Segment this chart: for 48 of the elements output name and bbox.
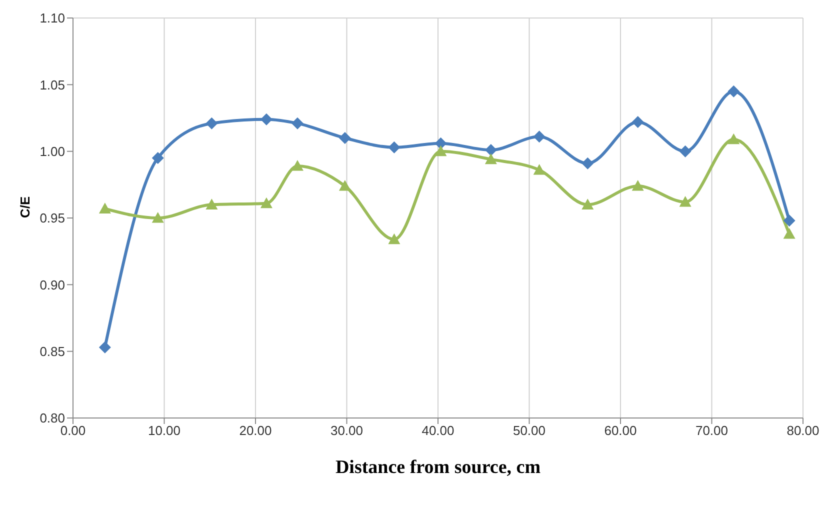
point bbox=[291, 160, 304, 171]
point bbox=[582, 157, 594, 170]
point bbox=[484, 153, 497, 164]
y-axis-title: C/E bbox=[18, 196, 33, 218]
point bbox=[338, 132, 351, 144]
point bbox=[98, 341, 111, 354]
point bbox=[728, 85, 740, 98]
x-tick-label: 10.00 bbox=[148, 423, 181, 438]
y-tick-label: 1.05 bbox=[40, 77, 65, 92]
point bbox=[152, 152, 164, 164]
point bbox=[632, 116, 644, 128]
point bbox=[206, 198, 218, 210]
point bbox=[98, 202, 111, 214]
point bbox=[338, 180, 351, 191]
y-tick-label: 0.85 bbox=[40, 344, 65, 359]
point bbox=[582, 198, 594, 210]
point bbox=[152, 212, 164, 223]
point bbox=[388, 141, 400, 154]
point bbox=[206, 117, 218, 130]
x-tick-label: 80.00 bbox=[786, 423, 820, 438]
y-tick-label: 0.80 bbox=[40, 410, 65, 426]
point bbox=[783, 228, 796, 239]
x-tick-label: 60.00 bbox=[604, 423, 637, 438]
point bbox=[260, 113, 272, 126]
point bbox=[533, 130, 546, 143]
y-tick-label: 0.95 bbox=[40, 210, 65, 226]
y-tick-label: 1.00 bbox=[40, 144, 65, 159]
x-tick-label: 30.00 bbox=[330, 423, 364, 438]
x-tick-label: 20.00 bbox=[239, 423, 272, 438]
point bbox=[728, 133, 740, 144]
y-tick-label: 1.10 bbox=[40, 10, 65, 26]
point bbox=[260, 197, 272, 208]
point bbox=[632, 180, 644, 191]
x-tick-label: 40.00 bbox=[422, 423, 454, 438]
x-tick-label: 50.00 bbox=[512, 423, 546, 438]
point bbox=[291, 117, 304, 130]
point bbox=[434, 137, 447, 150]
point bbox=[533, 164, 546, 175]
point bbox=[679, 196, 692, 207]
x-tick-label: 0.00 bbox=[60, 423, 86, 438]
point bbox=[434, 145, 447, 156]
point bbox=[679, 145, 692, 158]
point bbox=[783, 214, 796, 227]
y-tick-label: 0.90 bbox=[40, 277, 65, 292]
x-tick-label: 70.00 bbox=[695, 423, 728, 438]
x-axis-title: Distance from source, cm bbox=[335, 457, 541, 478]
point bbox=[484, 144, 497, 156]
point bbox=[388, 233, 400, 244]
